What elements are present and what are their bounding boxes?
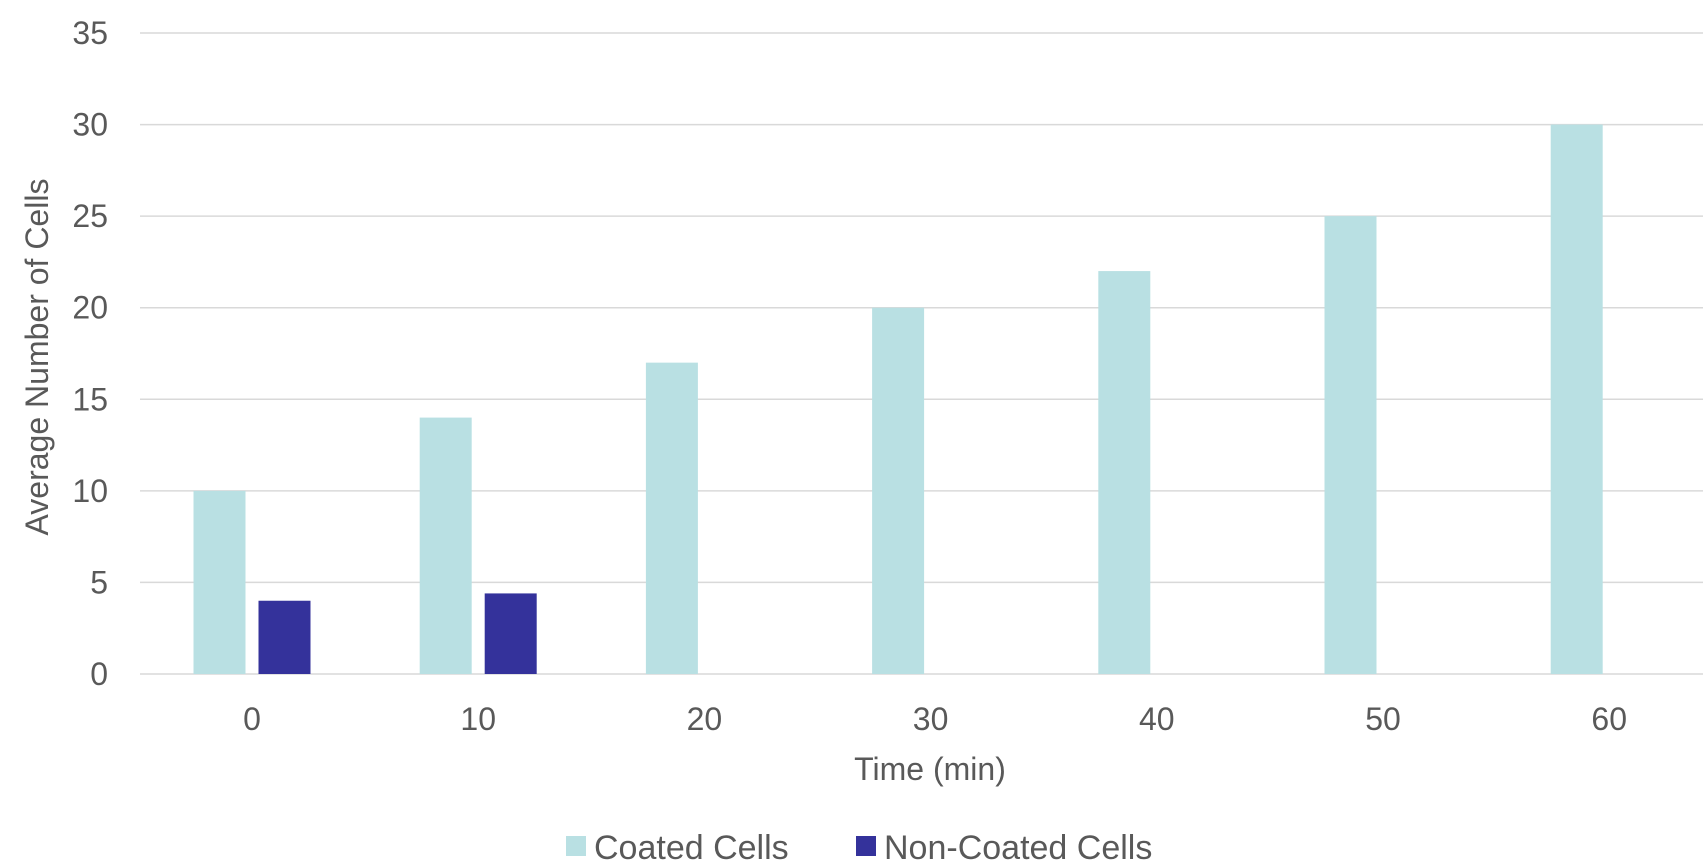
legend: Coated Cells Non-Coated Cells <box>566 829 1152 863</box>
x-tick-label: 0 <box>243 701 261 737</box>
x-tick-label: 50 <box>1365 701 1401 737</box>
y-tick-label: 35 <box>72 15 108 51</box>
y-tick-label: 30 <box>72 107 108 143</box>
y-tick-label: 25 <box>72 198 108 234</box>
x-tick-label: 10 <box>460 701 496 737</box>
x-axis-title: Time (min) <box>854 751 1006 787</box>
y-axis-tick-labels: 0 5 10 15 20 25 30 35 <box>72 15 108 692</box>
y-tick-label: 0 <box>90 656 108 692</box>
x-tick-label: 30 <box>913 701 949 737</box>
x-tick-label: 40 <box>1139 701 1175 737</box>
y-axis-title: Average Number of Cells <box>19 179 55 536</box>
legend-label-coated: Coated Cells <box>594 829 789 863</box>
x-tick-label: 20 <box>687 701 723 737</box>
bar-non-coated-10 <box>484 593 537 674</box>
bar-non-coated-0 <box>258 600 311 674</box>
y-tick-label: 20 <box>72 290 108 326</box>
x-tick-label: 60 <box>1591 701 1627 737</box>
y-tick-label: 5 <box>90 564 108 600</box>
bar-coated-60 <box>1550 124 1603 675</box>
bars <box>193 124 1603 675</box>
y-tick-label: 15 <box>72 381 108 417</box>
y-tick-label: 10 <box>72 473 108 509</box>
bar-coated-30 <box>872 307 925 674</box>
legend-swatch-coated <box>566 836 586 856</box>
bar-coated-10 <box>419 417 472 674</box>
legend-swatch-non-coated <box>856 836 876 856</box>
bar-coated-50 <box>1324 216 1377 674</box>
bar-coated-20 <box>645 362 698 674</box>
bar-coated-40 <box>1098 271 1151 674</box>
x-axis-tick-labels: 0 10 20 30 40 50 60 <box>243 701 1627 737</box>
legend-label-non-coated: Non-Coated Cells <box>884 829 1152 863</box>
bar-coated-0 <box>193 490 246 674</box>
